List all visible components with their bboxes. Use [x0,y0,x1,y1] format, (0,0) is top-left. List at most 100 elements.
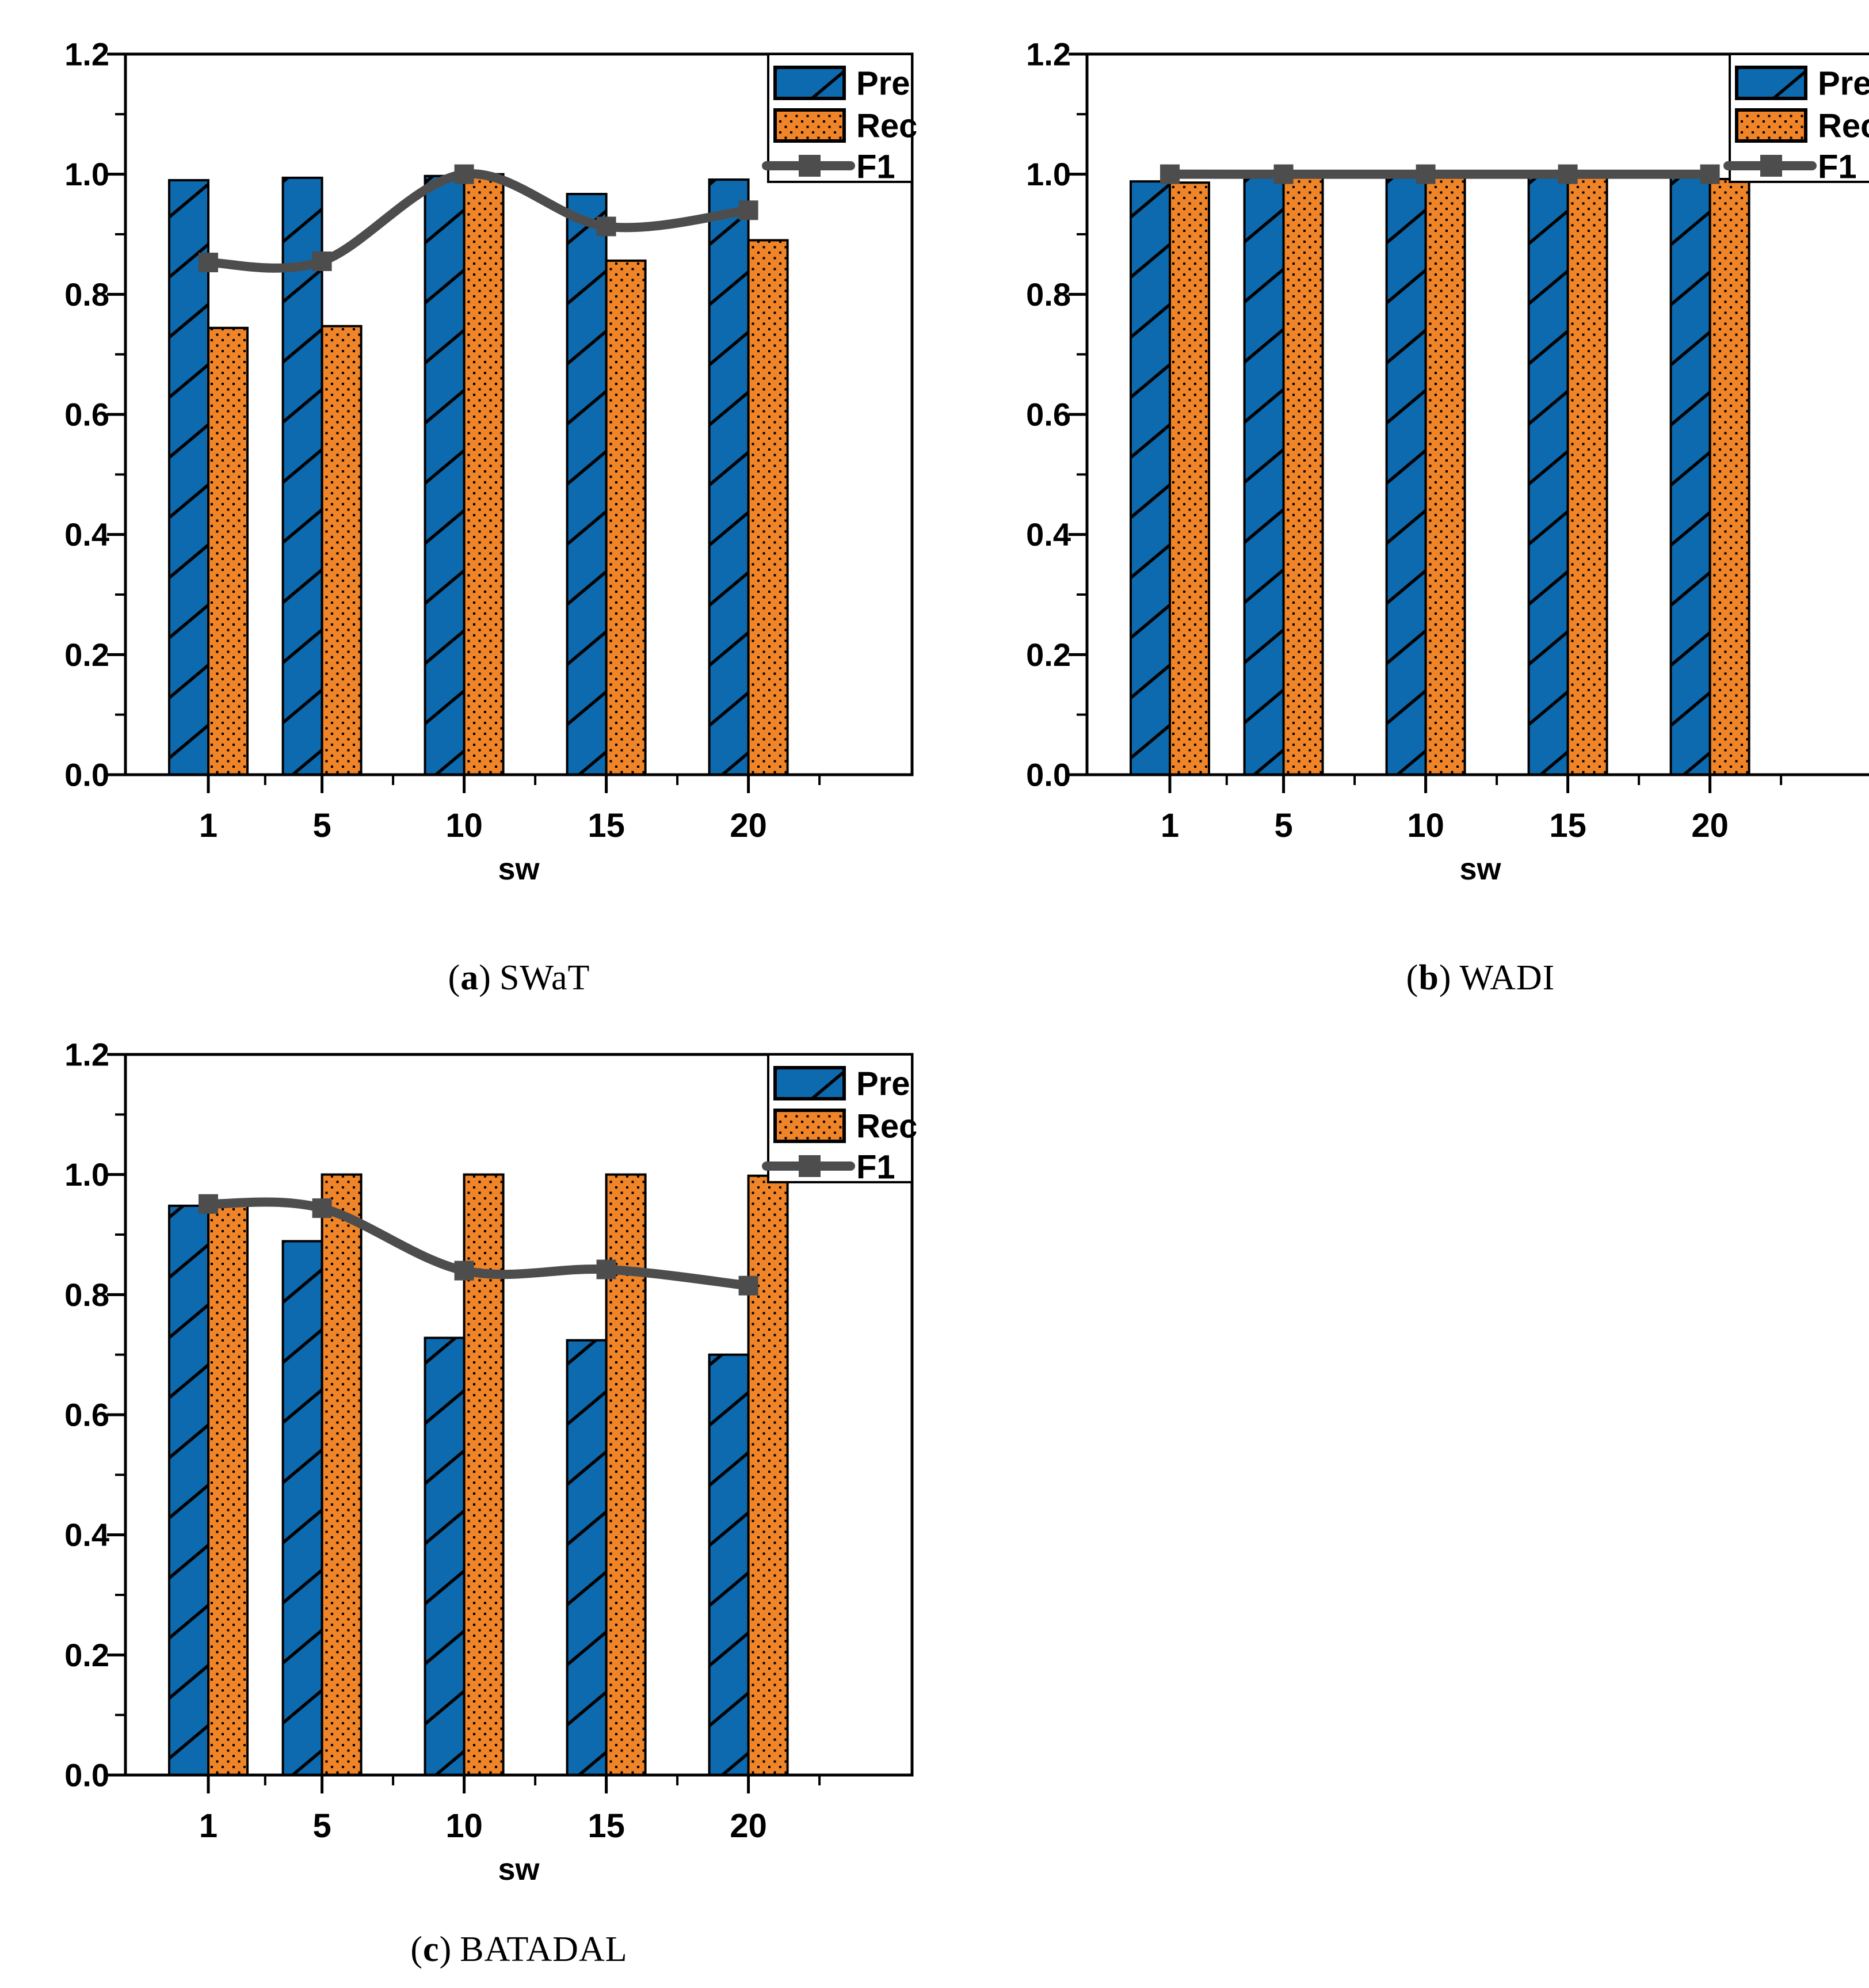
f1-marker [1700,165,1720,184]
bar-pre [1131,181,1170,775]
legend: Pre Rec F1 [766,1054,917,1186]
x-axis-title: sw [498,1852,540,1887]
legend-marker-f1 [1760,155,1782,177]
legend-swatch-pre [1737,67,1806,98]
y-tick-label: 0.0 [64,1757,109,1793]
legend-swatch-pre [775,1068,844,1099]
y-tick-label: 0.0 [1026,757,1071,793]
y-tick-label: 0.2 [1026,637,1071,673]
f1-marker [1416,165,1436,184]
bar-pre [283,1241,322,1775]
x-tick-label: 1 [199,807,218,844]
bars-group [1131,176,1749,775]
f1-marker [199,253,218,272]
bar-pre [1529,177,1568,775]
f1-marker [1160,165,1180,184]
f1-marker [199,1194,218,1214]
y-tick-label: 1.0 [64,156,109,192]
bar-rec [749,240,788,775]
caption-label: WADI [1459,958,1555,997]
y-tick-label: 0.8 [64,1277,109,1313]
f1-marker [597,216,616,236]
x-tick-label: 20 [1691,807,1729,844]
bar-pre [1387,177,1426,775]
f1-marker [739,1276,758,1296]
bar-rec [322,326,361,775]
y-tick-label: 0.6 [64,397,109,433]
y-tick-label: 1.0 [64,1156,109,1193]
x-axis-title: sw [1459,852,1501,886]
bar-pre [425,176,464,775]
y-tick-label: 1.2 [64,36,109,73]
f1-marker [312,1198,332,1218]
f1-marker [455,165,474,184]
bar-pre [1245,177,1284,775]
bar-pre [1671,176,1710,775]
legend-label-rec: Rec [856,108,917,145]
y-tick-label: 0.6 [1026,397,1071,433]
y-tick-label: 1.2 [64,1037,109,1073]
x-tick-label: 5 [312,1807,331,1845]
bar-pre [567,194,607,775]
legend-marker-f1 [799,155,821,177]
bar-rec [208,1202,247,1775]
caption-label: BATADAL [460,1930,627,1969]
bar-pre [425,1338,464,1775]
legend-swatch-pre [775,67,844,98]
legend-label-pre: Pre [1818,65,1869,102]
y-tick-label: 0.4 [64,1517,109,1553]
legend-label-pre: Pre [856,65,910,102]
caption-prefix: (c) [410,1930,452,1969]
caption-batadal: (c)BATADAL [289,1929,749,1970]
f1-marker [455,1261,474,1281]
bar-rec [749,1176,788,1775]
f1-marker [739,200,758,220]
x-tick-label: 5 [312,807,331,844]
f1-marker [597,1260,616,1279]
legend-swatch-rec [775,1110,844,1141]
f1-marker [312,252,332,271]
f1-marker [1274,165,1294,184]
caption-label: SWaT [499,958,590,997]
legend-label-rec: Rec [1818,108,1869,145]
x-tick-label: 10 [445,1807,483,1845]
x-tick-label: 1 [1161,807,1179,844]
y-tick-label: 0.8 [64,276,109,313]
bar-rec [1568,176,1607,775]
y-tick-label: 0.6 [64,1397,109,1433]
x-tick-label: 10 [445,807,483,844]
x-tick-label: 20 [730,1807,767,1845]
caption-prefix: (b) [1406,958,1452,997]
legend-label-pre: Pre [856,1065,910,1103]
caption-swat: (a)SWaT [289,958,749,999]
x-tick-label: 5 [1274,807,1292,844]
legend-marker-f1 [799,1155,821,1177]
x-tick-label: 15 [588,1807,625,1845]
legend-label-f1: F1 [856,1149,895,1186]
x-tick-label: 1 [199,1807,218,1845]
bar-rec [1284,177,1323,775]
caption-wadi: (b)WADI [1250,958,1711,999]
legend-label-rec: Rec [856,1108,917,1145]
y-tick-label: 1.0 [1026,156,1071,192]
x-tick-label: 15 [1549,807,1586,844]
y-tick-label: 0.0 [64,757,109,793]
y-tick-label: 0.4 [1026,516,1071,553]
bar-pre [710,1355,749,1775]
y-tick-label: 0.2 [64,637,109,673]
y-tick-label: 1.2 [1026,36,1071,73]
chart-wadi-figure: 0.00.20.40.60.81.01.215101520swPreRecF1 … [985,9,1869,988]
f1-marker [1558,165,1578,184]
bar-rec [1170,182,1209,775]
bar-rec [607,261,646,775]
x-tick-label: 15 [588,807,625,844]
bar-pre [710,180,749,775]
legend-swatch-rec [1737,110,1806,141]
bar-pre [567,1340,607,1775]
bar-rec [1426,177,1465,775]
